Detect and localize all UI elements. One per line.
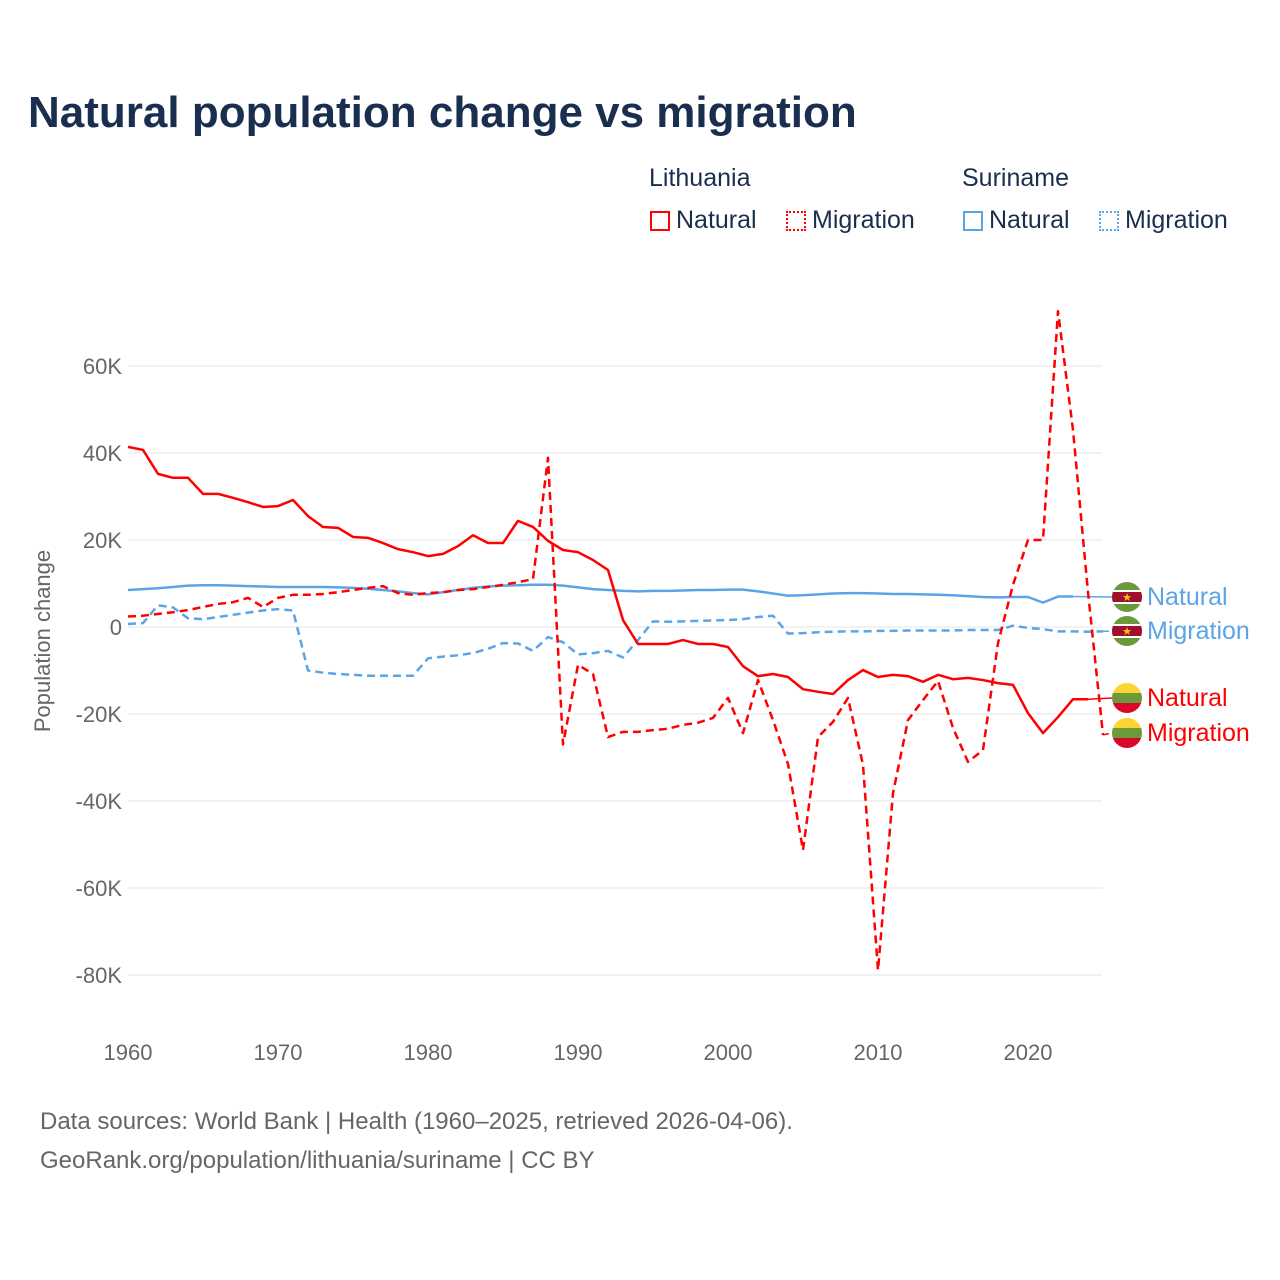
legend-swatch-dotted [786,210,806,231]
legend-label: Natural [676,206,757,234]
flag-stripe-yellow [1112,718,1142,728]
end-label: Migration [1147,617,1250,645]
flag-body: ★ [1112,582,1142,612]
flag-stripe-red [1112,703,1142,713]
flag-body [1112,718,1142,748]
end-label: Natural [1147,583,1228,611]
legend-suriname-migration[interactable]: Migration [1099,206,1228,235]
suriname-flag-icon: ★ [1112,616,1142,646]
end-label: Migration [1147,719,1250,747]
legend-lithuania-natural[interactable]: Natural [650,206,757,235]
flag-stripe-red [1112,738,1142,748]
flag-stripe-green [1112,728,1142,738]
y-tick-label: 0 [110,615,122,640]
legend-label: Migration [812,206,915,234]
flag-stripe-red [1112,626,1142,636]
flag-stripe-yellow [1112,683,1142,693]
legend-lithuania-migration[interactable]: Migration [786,206,915,235]
flag-star: ★ [1122,592,1132,604]
flag-stripe-red [1112,592,1142,602]
flag-star: ★ [1122,626,1132,638]
series-line-suriname-natural [127,583,1073,604]
lithuania-flag-icon [1112,718,1142,748]
legend-suriname-natural[interactable]: Natural [963,206,1070,235]
legend-swatch-solid [650,210,670,231]
y-tick-label: 40K [83,441,122,466]
y-axis-label: Population change [30,550,55,732]
end-label: Natural [1147,684,1228,712]
y-tick-label: -20K [76,702,123,727]
x-tick-label: 1980 [404,1040,453,1065]
y-tick-label: -60K [76,876,123,901]
x-tick-label: 1960 [104,1040,153,1065]
source-text: Data sources: World Bank | Health (1960–… [40,1108,793,1135]
x-tick-label: 2010 [854,1040,903,1065]
y-tick-label: 20K [83,528,122,553]
flag-body [1112,683,1142,713]
legend-swatch-dotted [1099,210,1119,231]
series-line-lithuania-natural [127,445,1088,735]
legend-swatch-solid [963,210,983,231]
y-tick-label: -80K [76,963,123,988]
flag-stripe-green [1112,693,1142,703]
legend-label: Migration [1125,206,1228,234]
x-tick-label: 2000 [704,1040,753,1065]
y-tick-label: 60K [83,354,122,379]
legend-group-suriname: Suriname [962,164,1069,192]
flag-body: ★ [1112,616,1142,646]
x-tick-label: 1970 [254,1040,303,1065]
x-tick-label: 1990 [554,1040,603,1065]
series-line-lithuania-migration [127,309,1105,972]
x-tick-label: 2020 [1004,1040,1053,1065]
chart-title: Natural population change vs migration [28,88,857,137]
legend-group-lithuania: Lithuania [649,164,751,192]
suriname-flag-icon: ★ [1112,582,1142,612]
y-tick-label: -40K [76,789,123,814]
legend-label: Natural [989,206,1070,234]
source-link[interactable]: GeoRank.org/population/lithuania/surinam… [40,1147,595,1174]
lithuania-flag-icon [1112,683,1142,713]
end-label-connector [1102,732,1113,736]
series-line-suriname-migration [127,604,1104,677]
